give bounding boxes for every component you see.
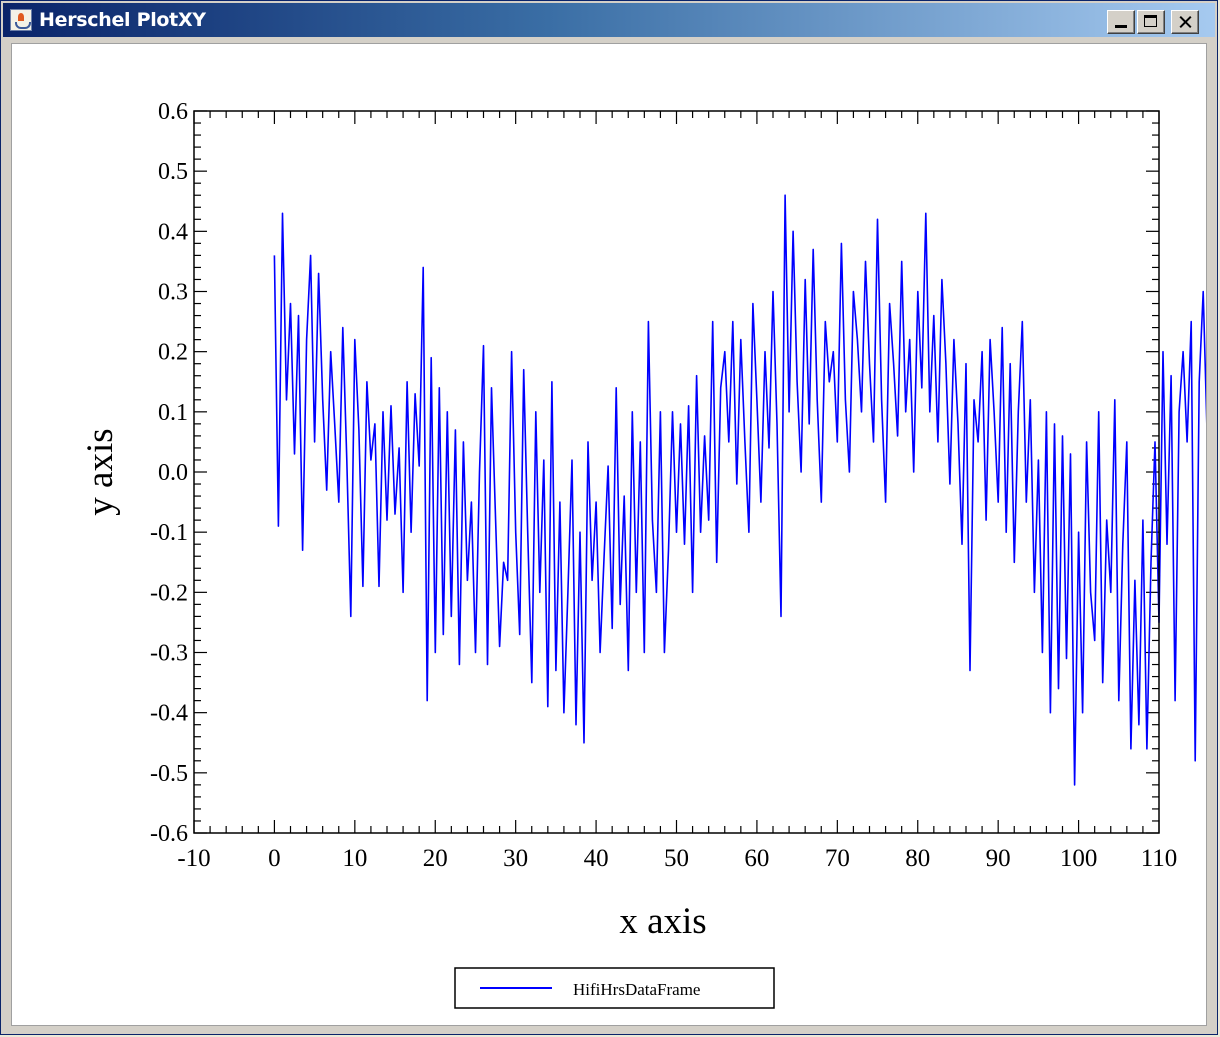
x-tick-label: -10 — [177, 845, 210, 872]
x-tick-label: 0 — [268, 845, 281, 872]
minimize-button[interactable] — [1107, 10, 1135, 34]
x-tick-labels: -10 0 10 20 30 40 50 60 70 80 90 100 110 — [177, 845, 1177, 872]
x-tick-label: 90 — [986, 845, 1011, 872]
y-tick-label: -0.4 — [150, 701, 188, 727]
y-tick-label: 0.0 — [158, 460, 188, 486]
y-tick-label: 0.6 — [158, 99, 188, 125]
window-title: Herschel PlotXY — [39, 9, 206, 31]
y-tick-label: -0.5 — [150, 761, 188, 787]
x-tick-label: 10 — [342, 845, 367, 872]
x-tick-label: 30 — [503, 845, 528, 872]
y-tick-label: 0.2 — [158, 340, 188, 366]
y-tick-labels: 0.6 0.5 0.4 0.3 0.2 0.1 0.0 -0.1 -0.2 -0.3 -0.4 -0.… — [150, 99, 188, 847]
x-tick-label: 60 — [744, 845, 769, 872]
y-tick-label: -0.2 — [150, 580, 188, 606]
y-tick-label: 0.5 — [158, 159, 188, 185]
y-tick-label: 0.1 — [158, 400, 188, 426]
x-tick-label: 50 — [664, 845, 689, 872]
legend-label-hifihrsdataframe: HifiHrsDataFrame — [573, 980, 700, 999]
plot-area-panel: 0.6 0.5 0.4 0.3 0.2 0.1 0.0 -0.1 -0.2 -0.3 -0.4 -0.… — [11, 43, 1220, 1026]
close-button[interactable] — [1171, 10, 1199, 34]
x-tick-label: 20 — [423, 845, 448, 872]
y-tick-label: -0.6 — [150, 821, 188, 847]
x-tick-label: 70 — [825, 845, 850, 872]
y-tick-label: -0.3 — [150, 641, 188, 667]
y-tick-label: 0.3 — [158, 280, 188, 306]
java-app-icon[interactable] — [10, 9, 32, 31]
x-tick-label: 100 — [1060, 845, 1098, 872]
legend: HifiHrsDataFrame — [454, 967, 775, 1009]
xy-plot[interactable]: 0.6 0.5 0.4 0.3 0.2 0.1 0.0 -0.1 -0.2 -0.3 -0.4 -0.… — [12, 44, 1220, 1025]
x-tick-label: 110 — [1141, 845, 1178, 872]
x-tick-label: 80 — [905, 845, 930, 872]
y-tick-label: 0.4 — [158, 219, 188, 245]
y-axis-label: y axis — [80, 428, 121, 515]
plot-frame — [193, 110, 1160, 834]
series-line-hifihrsdataframe — [273, 194, 1220, 786]
x-axis-label: x axis — [619, 901, 706, 942]
maximize-button[interactable] — [1137, 10, 1165, 34]
x-tick-label: 40 — [584, 845, 609, 872]
title-bar[interactable]: Herschel PlotXY — [3, 3, 1215, 37]
series-layer — [273, 194, 1220, 786]
y-tick-label: -0.1 — [150, 520, 188, 546]
